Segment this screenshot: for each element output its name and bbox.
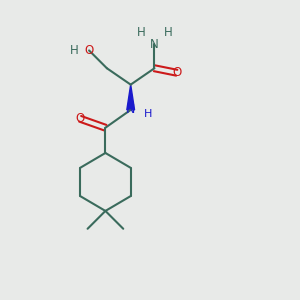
Text: H: H [70,44,79,57]
Text: N: N [150,38,159,51]
Text: H: H [144,109,153,119]
Text: H: H [164,26,172,39]
Text: O: O [76,112,85,125]
Text: H: H [137,26,146,39]
Polygon shape [127,85,134,110]
Text: N: N [126,103,135,116]
Text: O: O [172,66,182,79]
Text: O: O [84,44,94,57]
